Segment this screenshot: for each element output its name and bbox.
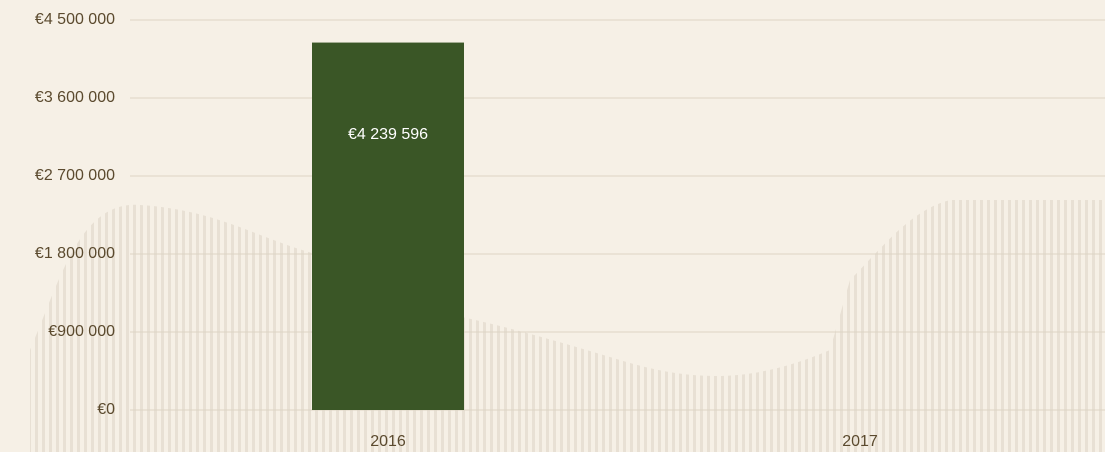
y-tick-label: €1 800 000 — [35, 245, 115, 262]
grid-layer — [130, 19, 1105, 411]
y-tick-label: €0 — [97, 401, 115, 418]
x-tick-label: 2016 — [370, 433, 406, 450]
data-label: €4 239 596 — [348, 126, 428, 143]
bar — [312, 42, 464, 410]
background-decoration — [30, 200, 1105, 452]
x-tick-label: 2017 — [842, 433, 878, 450]
y-tick-label: €3 600 000 — [35, 89, 115, 106]
y-tick-label: €4 500 000 — [35, 11, 115, 28]
y-tick-label: €900 000 — [48, 323, 115, 340]
bar-layer — [312, 42, 464, 410]
y-tick-label: €2 700 000 — [35, 167, 115, 184]
